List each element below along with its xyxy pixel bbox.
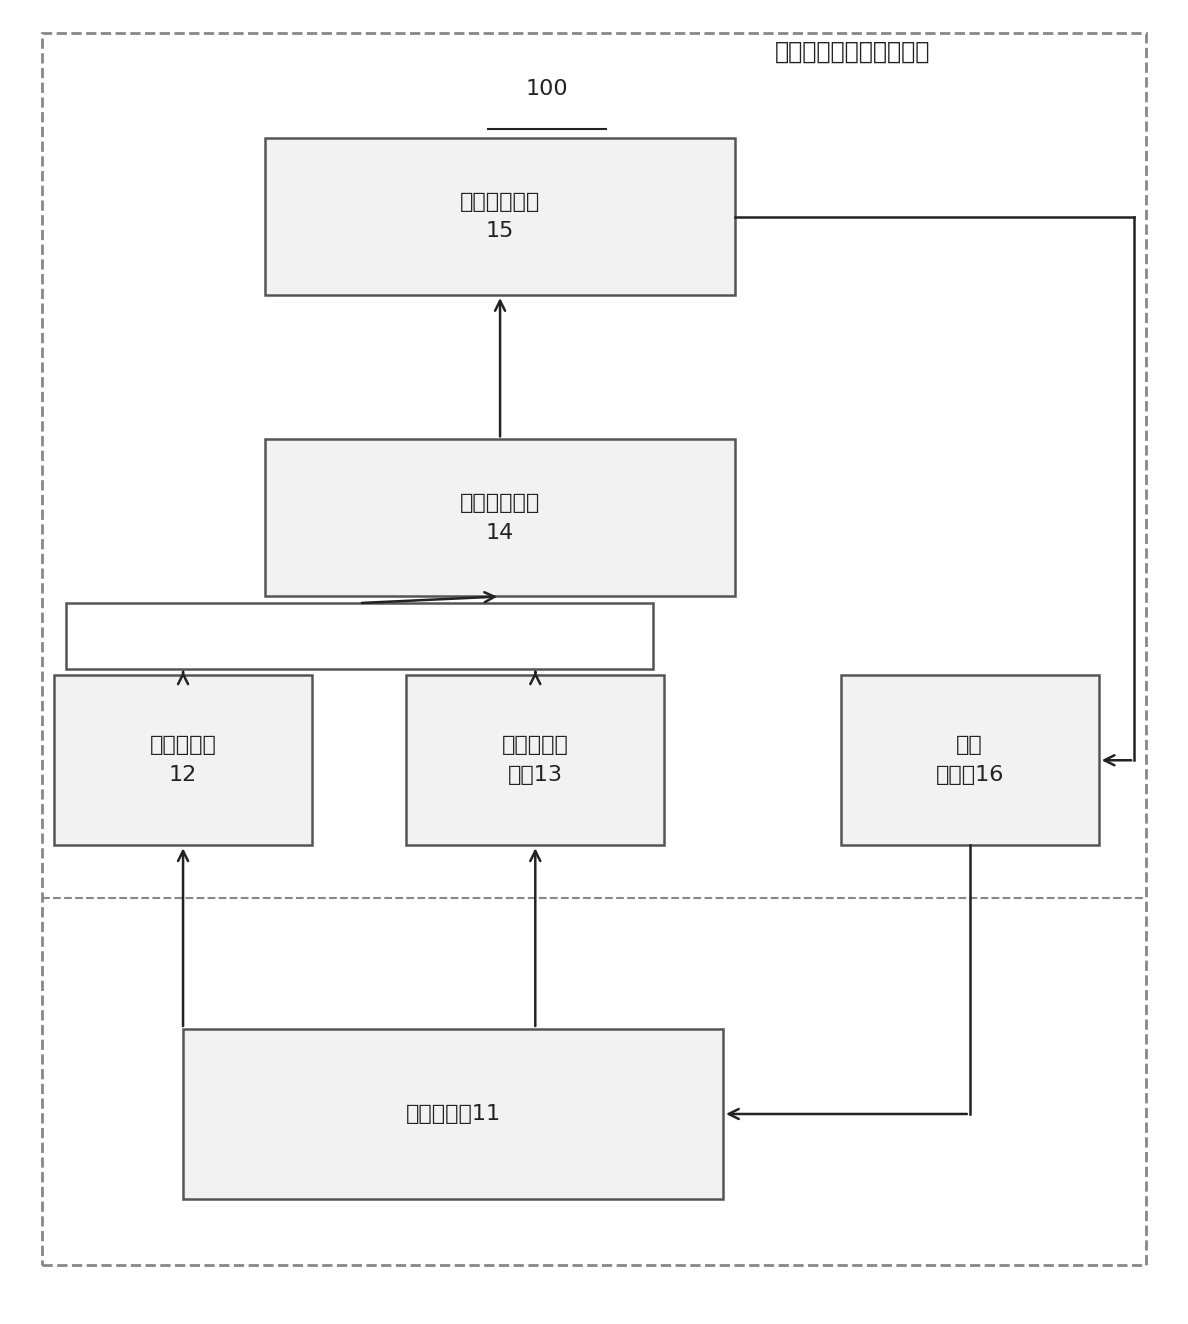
FancyBboxPatch shape [42,33,1146,1264]
FancyBboxPatch shape [406,675,664,846]
Text: 数据采集单元
14: 数据采集单元 14 [460,493,541,543]
FancyBboxPatch shape [265,440,735,597]
Text: 压力传感器
单元13: 压力传感器 单元13 [501,735,569,785]
Text: 100: 100 [526,79,568,99]
Text: 球化退火炉氧势控制系统: 球化退火炉氧势控制系统 [775,40,930,64]
FancyBboxPatch shape [265,138,735,295]
Text: 数据处理单元
15: 数据处理单元 15 [460,192,541,241]
FancyBboxPatch shape [183,1029,723,1200]
Text: 电动
执行器16: 电动 执行器16 [935,735,1004,785]
FancyBboxPatch shape [53,675,312,846]
FancyBboxPatch shape [841,675,1099,846]
Text: 球化退火炉11: 球化退火炉11 [405,1104,500,1124]
Text: 氧探头单元
12: 氧探头单元 12 [150,735,216,785]
FancyBboxPatch shape [65,602,652,669]
